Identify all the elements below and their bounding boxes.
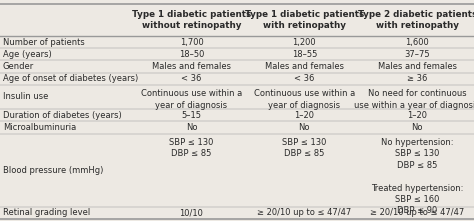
Text: 10/10: 10/10 — [180, 208, 203, 217]
Text: Gender: Gender — [3, 62, 34, 71]
Text: 5–15: 5–15 — [182, 111, 201, 120]
Text: No: No — [186, 123, 197, 132]
Text: 18–50: 18–50 — [179, 50, 204, 59]
Text: Type 1 diabetic patients
with retinopathy: Type 1 diabetic patients with retinopath… — [245, 10, 364, 30]
Text: No hypertension:
SBP ≤ 130
DBP ≤ 85

Treated hypertension:
SBP ≤ 160
DBP ≤ 90: No hypertension: SBP ≤ 130 DBP ≤ 85 Trea… — [371, 138, 464, 215]
Text: ≥ 20/10 up to ≤ 47/47: ≥ 20/10 up to ≤ 47/47 — [370, 208, 465, 217]
Text: Insulin use: Insulin use — [3, 93, 48, 101]
Text: 1,200: 1,200 — [292, 38, 316, 47]
Text: Duration of diabetes (years): Duration of diabetes (years) — [3, 111, 122, 120]
Text: Age of onset of diabetes (years): Age of onset of diabetes (years) — [3, 74, 138, 83]
Text: Males and females: Males and females — [152, 62, 231, 71]
Text: Males and females: Males and females — [265, 62, 344, 71]
Text: Continuous use within a
year of diagnosis: Continuous use within a year of diagnosi… — [254, 89, 355, 110]
Text: Blood pressure (mmHg): Blood pressure (mmHg) — [3, 166, 103, 175]
Text: 1–20: 1–20 — [294, 111, 314, 120]
Text: 18–55: 18–55 — [292, 50, 317, 59]
Text: 37–75: 37–75 — [404, 50, 430, 59]
Text: Age (years): Age (years) — [3, 50, 52, 59]
Text: Type 2 diabetic patients
with retinopathy: Type 2 diabetic patients with retinopath… — [358, 10, 474, 30]
Text: Males and females: Males and females — [378, 62, 457, 71]
Text: < 36: < 36 — [182, 74, 201, 83]
Text: No: No — [411, 123, 423, 132]
Text: SBP ≤ 130
DBP ≤ 85: SBP ≤ 130 DBP ≤ 85 — [169, 138, 214, 158]
Text: SBP ≤ 130
DBP ≤ 85: SBP ≤ 130 DBP ≤ 85 — [282, 138, 327, 158]
Text: Continuous use within a
year of diagnosis: Continuous use within a year of diagnosi… — [141, 89, 242, 110]
Text: No need for continuous
use within a year of diagnosis: No need for continuous use within a year… — [355, 89, 474, 110]
Text: Microalbuminuria: Microalbuminuria — [3, 123, 76, 132]
Text: Retinal grading level: Retinal grading level — [3, 208, 90, 217]
Text: ≥ 36: ≥ 36 — [407, 74, 428, 83]
Text: Number of patients: Number of patients — [3, 38, 84, 47]
Text: 1,700: 1,700 — [180, 38, 203, 47]
Text: < 36: < 36 — [294, 74, 314, 83]
Text: ≥ 20/10 up to ≤ 47/47: ≥ 20/10 up to ≤ 47/47 — [257, 208, 351, 217]
Text: No: No — [299, 123, 310, 132]
Text: 1,600: 1,600 — [405, 38, 429, 47]
Text: 1–20: 1–20 — [407, 111, 428, 120]
Text: Type 1 diabetic patients
without retinopathy: Type 1 diabetic patients without retinop… — [132, 10, 251, 30]
